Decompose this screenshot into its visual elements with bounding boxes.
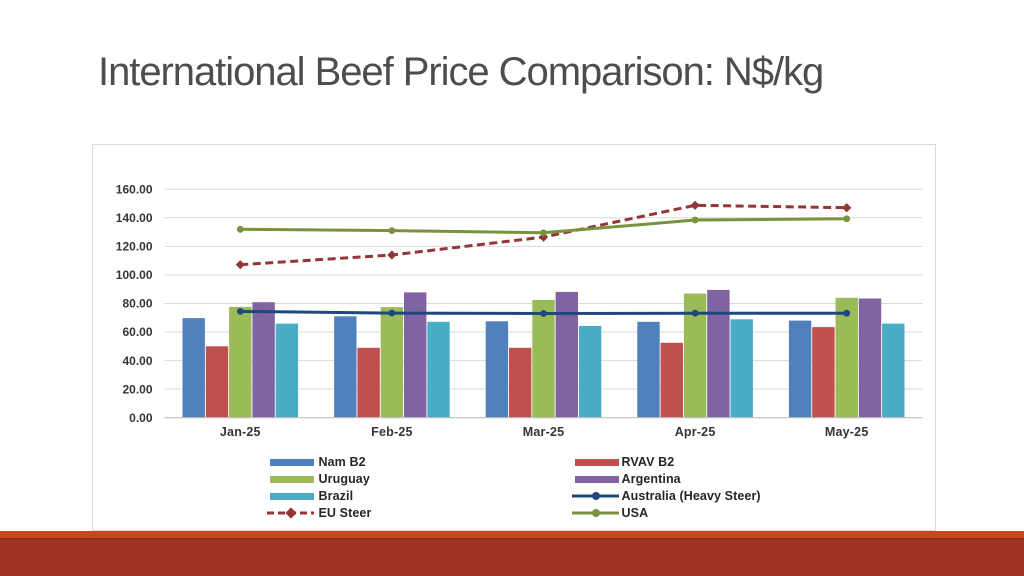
x-axis-label-jan-25: Jan-25 xyxy=(220,425,261,439)
y-tick-label: 40.00 xyxy=(122,354,152,368)
legend-item-brazil: Brazil xyxy=(269,489,510,504)
legend-swatch-brazil xyxy=(269,492,314,500)
legend-swatch-uruguay xyxy=(269,475,314,483)
legend-swatch-nam-b2 xyxy=(269,458,314,466)
bar-uruguay-apr-25 xyxy=(683,293,707,418)
legend-item-australia-heavy-steer: Australia (Heavy Steer) xyxy=(572,489,885,504)
bar-nam-b2-mar-25 xyxy=(485,321,509,418)
chart-legend: Nam B2 RVAV B2 Uruguay Argentina Brazil Austr… xyxy=(93,145,935,532)
bar-brazil-may-25 xyxy=(882,323,905,418)
y-tick-label: 100.00 xyxy=(116,268,153,282)
legend-item-uruguay: Uruguay xyxy=(269,472,510,487)
bar-brazil-feb-25 xyxy=(427,321,450,418)
y-tick-label: 140.00 xyxy=(116,211,153,225)
marker-usa-mar-25 xyxy=(540,229,547,237)
bar-nam-b2-apr-25 xyxy=(637,321,660,418)
legend-label-nam-b2: Nam B2 xyxy=(318,455,366,470)
bar-rvav-b2-feb-25 xyxy=(357,347,380,418)
bar-rvav-b2-mar-25 xyxy=(509,347,532,418)
marker-usa-apr-25 xyxy=(691,216,699,224)
marker-eu-steer-apr-25 xyxy=(690,200,700,210)
x-axis-label-apr-25: Apr-25 xyxy=(675,425,716,439)
bar-uruguay-mar-25 xyxy=(532,299,555,418)
bar-argentina-mar-25 xyxy=(555,291,578,418)
legend-label-brazil: Brazil xyxy=(318,489,354,504)
bar-brazil-apr-25 xyxy=(730,319,753,418)
bar-nam-b2-feb-25 xyxy=(334,316,357,418)
marker-australia-heavy-steer-may-25 xyxy=(843,309,851,317)
footer-accent-strip xyxy=(0,531,1024,538)
y-tick-label: 0.00 xyxy=(129,411,153,425)
legend-swatch-argentina xyxy=(574,475,619,483)
legend-item-rvav-b2: RVAV B2 xyxy=(574,455,885,470)
marker-australia-heavy-steer-mar-25 xyxy=(540,310,547,317)
bar-nam-b2-may-25 xyxy=(788,320,812,418)
marker-usa-jan-25 xyxy=(236,225,244,233)
y-tick-label: 80.00 xyxy=(122,297,152,311)
legend-item-nam-b2: Nam B2 xyxy=(269,455,510,470)
legend-item-argentina: Argentina xyxy=(574,472,885,487)
bar-brazil-jan-25 xyxy=(275,323,299,418)
x-axis-label-may-25: May-25 xyxy=(825,425,869,439)
bar-argentina-may-25 xyxy=(858,298,882,418)
bar-brazil-mar-25 xyxy=(578,325,602,418)
bar-nam-b2-jan-25 xyxy=(182,318,205,418)
footer-divider xyxy=(0,538,1024,540)
marker-eu-steer-may-25 xyxy=(842,203,852,213)
bar-argentina-jan-25 xyxy=(252,302,275,418)
price-comparison-chart: 0.00 20.00 40.00 60.00 80.00 100.00 120.00 140.… xyxy=(92,144,936,531)
bar-argentina-feb-25 xyxy=(404,292,427,418)
bar-uruguay-may-25 xyxy=(835,297,858,418)
bar-argentina-apr-25 xyxy=(707,289,730,418)
legend-label-eu-steer: EU Steer xyxy=(318,506,372,521)
legend-label-usa: USA xyxy=(621,506,649,521)
legend-item-usa: USA xyxy=(572,506,885,521)
y-tick-label: 20.00 xyxy=(122,382,152,396)
y-tick-label: 160.00 xyxy=(116,183,153,197)
legend-swatch-australia-heavy-steer xyxy=(572,492,619,501)
legend-label-uruguay: Uruguay xyxy=(318,472,370,487)
bar-rvav-b2-jan-25 xyxy=(205,346,229,418)
chart-plot-area: 0.00 20.00 40.00 60.00 80.00 100.00 120.00 140.… xyxy=(116,183,923,439)
legend-label-rvav-b2: RVAV B2 xyxy=(621,455,675,470)
bar-rvav-b2-apr-25 xyxy=(660,342,683,418)
legend-swatch-usa xyxy=(572,509,619,518)
bar-uruguay-jan-25 xyxy=(229,306,252,418)
marker-usa-feb-25 xyxy=(388,227,396,234)
legend-item-eu-steer: EU Steer xyxy=(267,506,510,521)
bar-uruguay-feb-25 xyxy=(380,307,404,418)
bar-rvav-b2-may-25 xyxy=(812,327,835,418)
footer-bar xyxy=(0,540,1024,576)
legend-swatch-eu-steer xyxy=(267,507,314,519)
x-axis-label-feb-25: Feb-25 xyxy=(371,425,413,439)
x-axis-label-mar-25: Mar-25 xyxy=(523,425,565,439)
legend-label-argentina: Argentina xyxy=(621,472,681,487)
marker-eu-steer-feb-25 xyxy=(387,250,397,260)
legend-label-australia-heavy-steer: Australia (Heavy Steer) xyxy=(621,489,761,504)
marker-usa-may-25 xyxy=(843,215,851,223)
slide-title: International Beef Price Comparison: N$/… xyxy=(98,50,824,94)
y-tick-label: 120.00 xyxy=(116,240,153,254)
marker-eu-steer-jan-25 xyxy=(235,260,245,270)
marker-australia-heavy-steer-apr-25 xyxy=(691,309,699,317)
marker-australia-heavy-steer-jan-25 xyxy=(236,308,244,315)
marker-australia-heavy-steer-feb-25 xyxy=(388,309,396,317)
legend-swatch-rvav-b2 xyxy=(574,458,619,466)
y-tick-label: 60.00 xyxy=(122,325,152,339)
